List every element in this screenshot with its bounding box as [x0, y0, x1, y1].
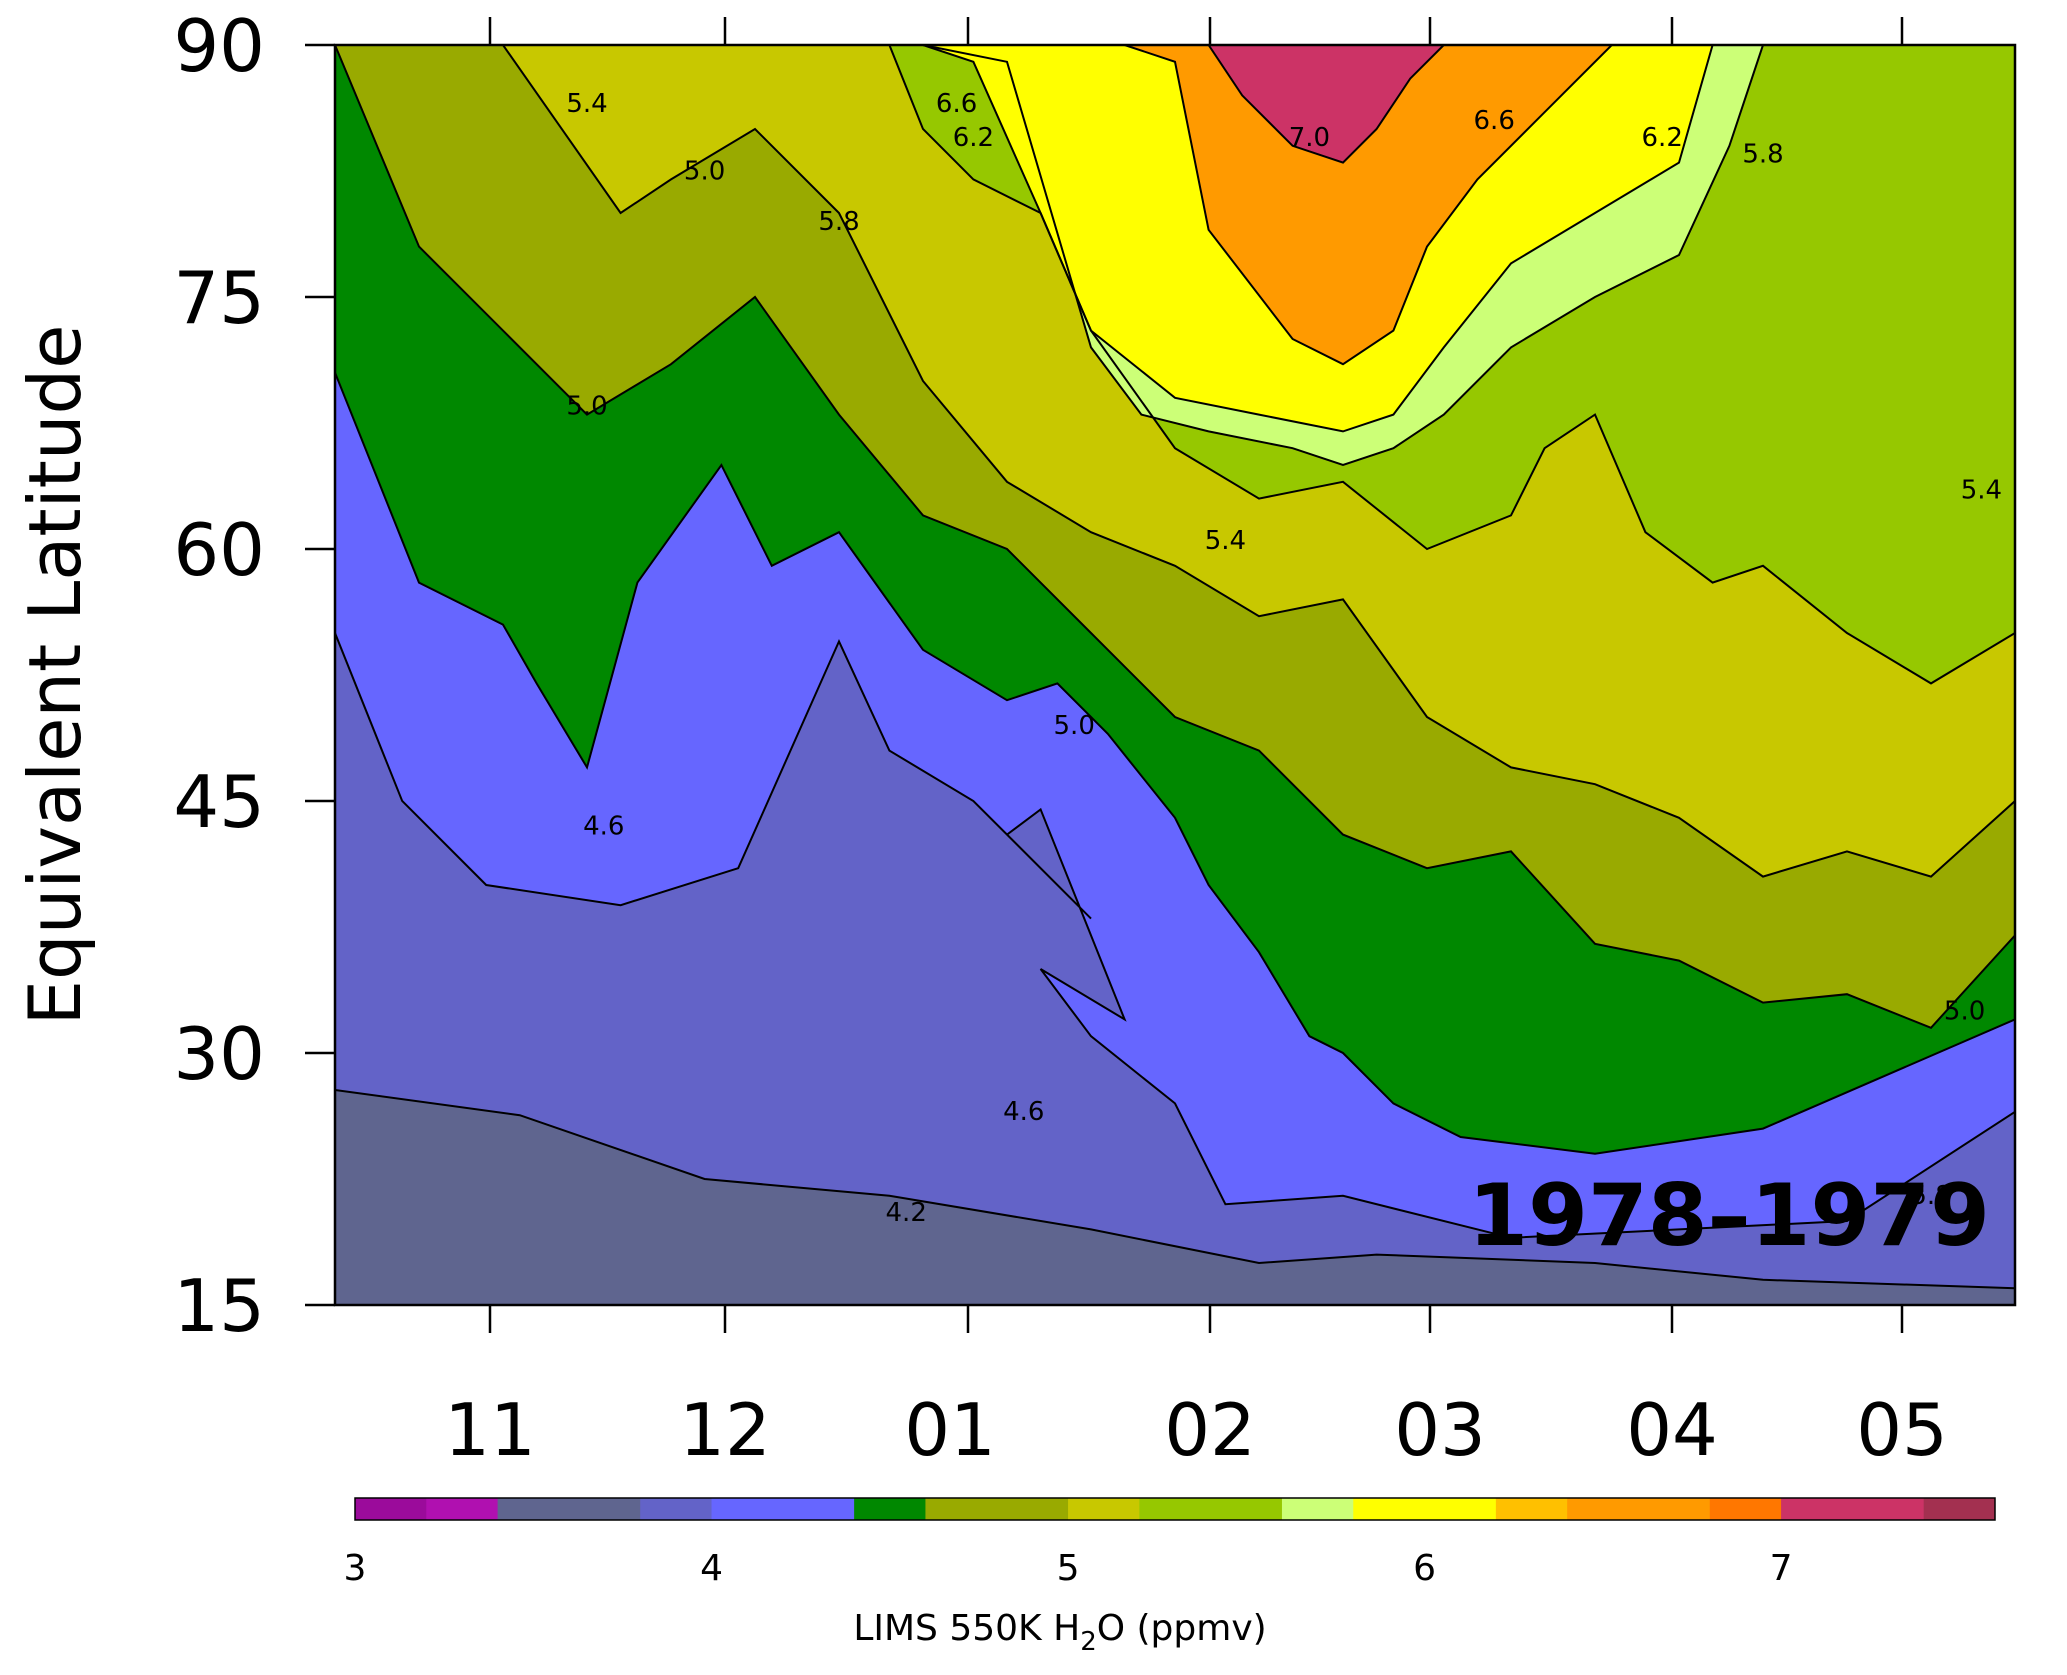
colorbar-label-unit: O (ppmv): [1097, 1608, 1267, 1649]
contour-labels: 5.4 5.0 6.6 6.2 5.8 7.0 6.6 6.2 5.8 5.0 5.4 5.0 4.6 5…: [566, 89, 2002, 1228]
contour-label: 7.0: [1289, 123, 1330, 153]
y-axis-label: Equivalent Latitude: [13, 325, 97, 1026]
colorbar-segment: [426, 1498, 499, 1520]
y-tick-label: 60: [173, 508, 265, 592]
contour-label: 5.4: [1961, 476, 2002, 506]
colorbar-segment: [1709, 1498, 1782, 1520]
colorbar-label: LIMS 550K H2O (ppmv): [853, 1608, 1266, 1657]
y-tick-label: 75: [173, 256, 265, 340]
colorbar-tick-label: 3: [344, 1548, 367, 1589]
colorbar-segment: [1923, 1498, 1996, 1520]
colorbar-tick-label: 4: [700, 1548, 723, 1589]
contour-label: 5.0: [684, 156, 725, 186]
colorbar-segment: [1281, 1498, 1354, 1520]
x-tick-label: 05: [1856, 1388, 1948, 1472]
contour-label: 5.4: [566, 89, 607, 119]
colorbar-tick-label: 5: [1057, 1548, 1080, 1589]
colorbar-tick-label: 7: [1770, 1548, 1793, 1589]
colorbar-segment: [355, 1498, 427, 1520]
colorbar-tick-label: 6: [1413, 1548, 1436, 1589]
y-axis: 90 75 60 45 30 15: [173, 4, 335, 1348]
contour-label: 6.2: [953, 123, 994, 153]
contour-line-6: [839, 45, 1714, 433]
x-tick-label: 11: [444, 1388, 536, 1472]
contour-line-5.2: [335, 45, 2015, 878]
region-6.4: [1124, 45, 1612, 365]
x-tick-label: 04: [1626, 1388, 1718, 1472]
contour-fill-regions: [335, 45, 2015, 1305]
colorbar-segment: [1495, 1498, 1568, 1520]
colorbar-frame: [354, 1497, 1996, 1521]
contour-label: 5.4: [1205, 526, 1246, 556]
contour-line-4.4: [335, 632, 2015, 1239]
contour-label: 6.6: [1474, 106, 1515, 136]
colorbar-segment: [854, 1498, 926, 1520]
colorbar: [354, 1497, 1996, 1521]
contour-line-4.6: [335, 372, 2015, 1155]
x-tick-label: 12: [679, 1388, 771, 1472]
year-annotation: 1978–1979: [1468, 1166, 1990, 1266]
contour-label: 5.0: [566, 392, 607, 422]
x-tick-label: 01: [904, 1388, 996, 1472]
contour-label: 5.0: [1054, 711, 1095, 741]
contour-lines: [335, 45, 2015, 1290]
colorbar-segment: [711, 1498, 855, 1520]
x-tick-label: 03: [1394, 1388, 1486, 1472]
contour-label: 6.6: [936, 89, 977, 119]
contour-label: 5.8: [818, 207, 859, 237]
colorbar-segment: [1567, 1498, 1711, 1520]
y-tick-label: 90: [173, 4, 265, 88]
y-tick-label: 30: [173, 1012, 265, 1096]
y-tick-label: 45: [173, 760, 265, 844]
contour-label: 5.0: [1944, 996, 1985, 1026]
contour-line-6.4: [1124, 45, 1613, 366]
contour-label: 4.6: [583, 812, 624, 842]
contour-line-5.4: [335, 45, 2015, 685]
contour-line-7: [1207, 45, 1445, 164]
colorbar-segment: [1139, 1498, 1283, 1520]
contour-line-4.2: [335, 1089, 2015, 1290]
contour-label: 5.8: [1910, 1181, 1951, 1211]
colorbar-label-subscript: 2: [1080, 1627, 1097, 1657]
contour-line-5: [335, 45, 2015, 1029]
colorbar-segment: [497, 1498, 641, 1520]
region-7: [1208, 45, 1444, 163]
contour-label: 4.2: [886, 1198, 927, 1228]
colorbar-segment: [1068, 1498, 1140, 1520]
x-tick-label: 02: [1164, 1388, 1256, 1472]
y-tick-label: 15: [173, 1264, 265, 1348]
colorbar-ticks: 3 4 5 6 7: [344, 1548, 1793, 1589]
colorbar-label-main: LIMS 550K H: [853, 1608, 1080, 1649]
contour-label: 5.8: [1742, 140, 1783, 170]
colorbar-segment: [925, 1498, 1069, 1520]
colorbar-segment: [1353, 1498, 1497, 1520]
x-axis: 11 12 01 02 03 04 05: [444, 17, 1948, 1472]
colorbar-segment: [640, 1498, 713, 1520]
plot-frame: [333, 43, 2017, 1307]
contour-label: 6.2: [1642, 123, 1683, 153]
contour-line-5.8: [839, 45, 1764, 467]
contour-label: 4.6: [1003, 1097, 1044, 1127]
colorbar-segment: [1781, 1498, 1925, 1520]
